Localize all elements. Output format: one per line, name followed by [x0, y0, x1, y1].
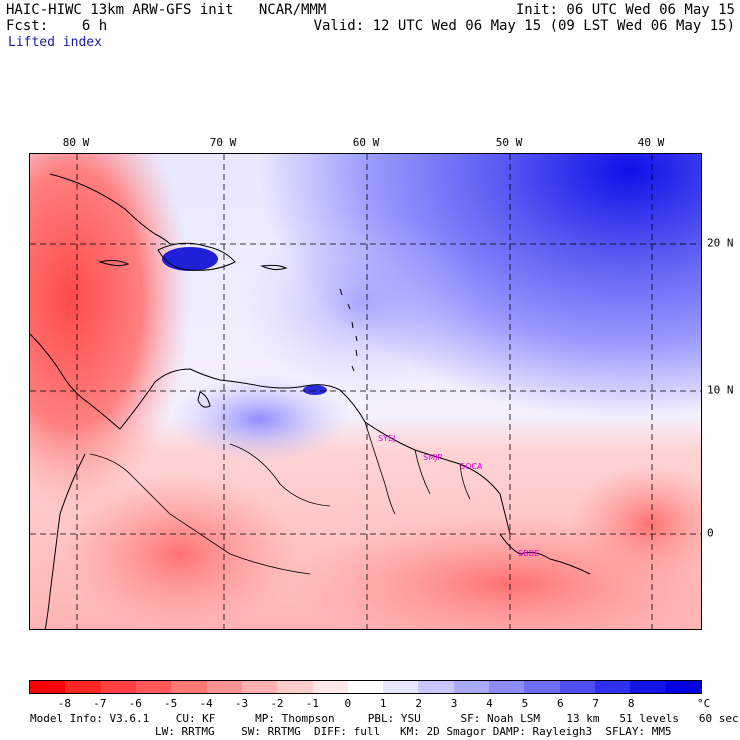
coastlines: [30, 173, 591, 629]
colorbar-tick-label: -1: [305, 697, 319, 710]
coast-hispaniola: [157, 242, 236, 271]
valid-time: Valid: 12 UTC Wed 06 May 15 (09 LST Wed …: [313, 18, 735, 34]
colorbar-tick-label: -2: [270, 697, 284, 710]
colorbar-swatch: [206, 681, 242, 693]
colorbar-swatch: [453, 681, 490, 693]
coast-central-america: [30, 333, 121, 430]
colorbar-swatch: [277, 681, 313, 693]
colorbar-swatch: [65, 681, 101, 693]
station-label: SBBE: [518, 549, 539, 558]
li-max-hispaniola: [162, 247, 218, 271]
colorbar-tick-label: 1: [379, 697, 387, 710]
colorbar-swatch: [559, 681, 595, 693]
lon-label-50w: 50 W: [495, 136, 523, 149]
colorbar-swatch: [347, 681, 384, 693]
station-label: SYEJ: [378, 434, 395, 443]
model-info-line1: Model Info: V3.6.1 CU: KF MP: Thompson P…: [30, 712, 739, 725]
colorbar-tick-label: -6: [128, 697, 142, 710]
li-unstable-southeast: [570, 464, 701, 584]
coast-pacific: [44, 453, 86, 629]
colorbar-swatch: [524, 681, 560, 693]
li-unstable-southwest: [60, 474, 300, 629]
colorbar-swatch: [665, 681, 701, 693]
colorbar-swatch: [100, 681, 136, 693]
grid-lines: [30, 154, 701, 629]
colorbar-swatch: [489, 681, 525, 693]
lat-label-20n: 20 N: [707, 236, 734, 250]
init-time: Init: 06 UTC Wed 06 May 15: [515, 2, 735, 18]
colorbar-tick-label: -5: [164, 697, 178, 710]
coast-cuba: [49, 173, 171, 245]
colorbar-swatch: [30, 681, 66, 693]
colorbar-swatch: [383, 681, 419, 693]
colorbar-tick-label: -7: [93, 697, 107, 710]
colorbar: [29, 680, 702, 694]
lon-label-60w: 60 W: [352, 136, 380, 149]
station-label: SOCA: [460, 462, 483, 471]
coast-jamaica: [98, 259, 130, 267]
colorbar-swatch: [241, 681, 278, 693]
colorbar-unit: °C: [697, 697, 711, 710]
colorbar-swatch: [418, 681, 454, 693]
model-title: HAIC-HIWC 13km ARW-GFS init NCAR/MMM: [6, 2, 327, 18]
li-stable-caribbean: [240, 214, 480, 394]
colorbar-swatch: [171, 681, 207, 693]
colorbar-tick-label: 8: [627, 697, 635, 710]
lifted-index-map: SYEJ SMJP SOCA SBBE: [29, 153, 702, 630]
colorbar-tick-label: 3: [450, 697, 458, 710]
coast-venezuela: [119, 368, 366, 430]
lon-label-70w: 70 W: [209, 136, 237, 149]
colorbar-tick-label: 5: [521, 697, 529, 710]
country-borders: [89, 421, 471, 575]
lat-label-equator: 0: [707, 526, 714, 540]
lat-label-10n: 10 N: [707, 383, 734, 397]
colorbar-tick-label: -4: [199, 697, 213, 710]
colorbar-swatch: [312, 681, 348, 693]
colorbar-tick-label: 4: [486, 697, 493, 710]
li-unstable-west: [30, 154, 230, 514]
forecast-hour: Fcst: 6 h: [6, 18, 108, 34]
coast-puerto-rico: [260, 264, 288, 271]
colorbar-swatch: [595, 681, 631, 693]
lon-label-80w: 80 W: [62, 136, 90, 149]
li-max-trinidad: [303, 385, 327, 395]
colorbar-tick-label: 2: [415, 697, 422, 710]
coast-lake-maracaibo: [197, 391, 211, 408]
colorbar-swatch: [630, 681, 666, 693]
coast-lesser-antilles: [339, 288, 358, 372]
colorbar-swatch: [135, 681, 172, 693]
model-info-line2: LW: RRTMG SW: RRTMG DIFF: full KM: 2D Sm…: [155, 725, 672, 738]
colorbar-tick-label: -8: [57, 697, 72, 710]
station-label: SMJP: [423, 453, 442, 462]
lon-label-40w: 40 W: [637, 136, 665, 149]
colorbar-tick-label: 6: [557, 697, 564, 710]
colorbar-tick-label: 7: [592, 697, 600, 710]
colorbar-tick-label: 0: [344, 697, 352, 710]
field-name: Lifted index: [8, 35, 102, 50]
colorbar-tick-label: -3: [234, 697, 249, 710]
